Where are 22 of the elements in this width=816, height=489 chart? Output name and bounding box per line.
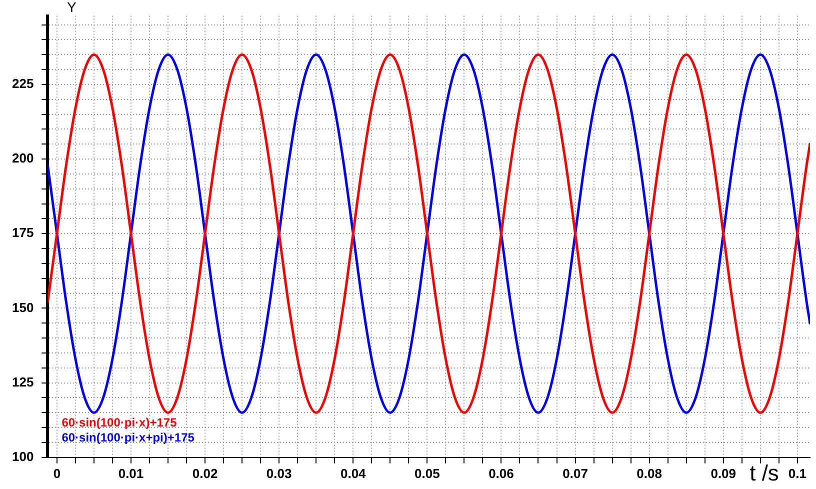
x-tick-label: 0.1	[788, 466, 806, 481]
x-tick-label: 0.05	[414, 466, 440, 481]
x-tick-label: 0.02	[192, 466, 218, 481]
y-tick-label: 225	[12, 76, 34, 92]
y-tick-label: 150	[12, 300, 34, 315]
x-tick-label: 0.09	[710, 466, 736, 481]
y-tick-label: 100	[12, 448, 34, 464]
y-tick-label: 175	[12, 225, 34, 240]
text: 60·sin(100·pi·x+pi)+175	[62, 430, 195, 445]
series-label: 60·sin(100·pi·x)+175	[62, 416, 178, 430]
x-tick-label: 0.01	[118, 466, 144, 481]
x-tick-label: 0	[53, 466, 61, 481]
line-series	[48, 53, 810, 414]
x-tick-label: 0.04	[340, 466, 367, 481]
x-tick-label: 0.06	[488, 466, 514, 481]
y-axis-title: Y	[66, 0, 77, 15]
x-tick-label: 0.03	[266, 466, 292, 481]
y-tick-label: 125	[12, 374, 34, 390]
x-tick-label: 0.07	[562, 466, 588, 481]
x-tick-label: 0.08	[636, 466, 662, 481]
y-tick-label: 200	[12, 150, 34, 166]
x-axis-title: t /s	[750, 460, 779, 486]
